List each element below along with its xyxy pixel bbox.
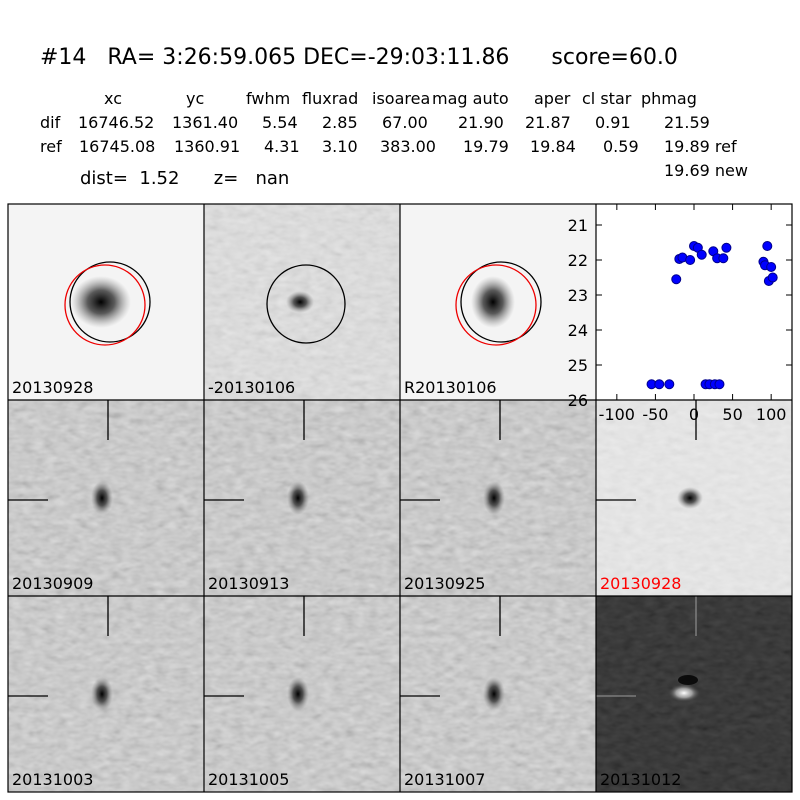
cell: 19.84 [530, 137, 576, 156]
x-tick-label: 50 [722, 405, 742, 424]
cell: 4.31 [264, 137, 300, 156]
point [685, 255, 696, 265]
column-header: xc [104, 89, 122, 108]
new-mag: 19.69 new [664, 161, 748, 180]
stamp-label: 20130928 [12, 378, 93, 397]
stamp-label: 20131007 [404, 770, 485, 789]
column-header: isoarea [372, 89, 430, 108]
column-header: cl star [582, 89, 632, 108]
aperture-ref [64, 264, 146, 346]
column-header: phmag [641, 89, 697, 108]
cell: 0.59 [603, 137, 639, 156]
cell: 16746.52 [78, 113, 154, 132]
point [664, 379, 675, 390]
source [483, 481, 505, 515]
source [286, 291, 314, 313]
point [718, 253, 729, 264]
stamp-label: 20131012 [600, 770, 681, 789]
column-header: aper [534, 89, 571, 108]
plot-bg [596, 204, 792, 400]
aperture-ref [455, 264, 537, 346]
column-header: fluxrad [302, 89, 358, 108]
cell: 19.79 [463, 137, 509, 156]
aperture [460, 261, 542, 343]
stamp-label: 20130925 [404, 574, 485, 593]
source [287, 677, 309, 711]
stats-table: xc yc fwhm fluxrad isoarea mag auto aper cl sta… [40, 89, 737, 156]
source [91, 677, 113, 711]
stamp-label: -20130106 [208, 378, 295, 397]
cell: 21.59 [664, 113, 710, 132]
cell: 0.91 [595, 113, 631, 132]
stamp-label: R20130106 [404, 378, 497, 397]
point [766, 262, 777, 272]
stamp-label: 20130928 [600, 574, 681, 593]
x-tick-label: -100 [599, 405, 635, 424]
cell: 5.54 [262, 113, 298, 132]
y-tick-label: 25 [568, 356, 588, 375]
source [71, 276, 131, 328]
column-header: yc [186, 89, 204, 108]
y-tick-label: 23 [568, 286, 588, 305]
point [714, 379, 725, 390]
stamp-labels: 20130928 -20130106 R20130106 20130909 201309… [12, 378, 681, 789]
cell: 67.00 [382, 113, 428, 132]
cell: 3.10 [322, 137, 358, 156]
aperture [266, 264, 346, 344]
stamp-label: 20131005 [208, 770, 289, 789]
source [668, 684, 700, 702]
column-header: mag auto [432, 89, 509, 108]
y-tick-label: 22 [568, 251, 588, 270]
x-tick-label: 0 [689, 405, 699, 424]
distance: dist= 1.52 z= nan [80, 168, 289, 189]
cell: 2.85 [322, 113, 358, 132]
stamp-label: 20131003 [12, 770, 93, 789]
aperture [69, 261, 151, 343]
source [287, 481, 309, 515]
panel-borders [7, 203, 793, 793]
point [696, 249, 707, 260]
point [762, 241, 773, 251]
cell: 1361.40 [172, 113, 238, 132]
cell: 19.89 ref [664, 137, 737, 156]
stamp-label: 20130913 [208, 574, 289, 593]
cell: 21.90 [458, 113, 504, 132]
stamps [8, 204, 792, 792]
source [91, 481, 113, 515]
cell: 1360.91 [174, 137, 240, 156]
y-tick-label: 24 [568, 321, 588, 340]
point [671, 274, 682, 285]
row-label: dif [40, 113, 61, 132]
column-header: fwhm [246, 89, 290, 108]
x-tick-label: -50 [642, 405, 668, 424]
point [721, 242, 732, 253]
stamp-label: 20130909 [12, 574, 93, 593]
cell: 383.00 [380, 137, 436, 156]
source-neg [678, 675, 698, 685]
point [767, 272, 778, 283]
source [471, 276, 515, 328]
x-tick-label: 100 [756, 405, 787, 424]
row-label: ref [40, 137, 62, 156]
source [677, 487, 703, 509]
stamp-grid [8, 400, 792, 792]
point [654, 379, 665, 390]
cell: 21.87 [525, 113, 571, 132]
cell: 16745.08 [79, 137, 155, 156]
title: #14 RA= 3:26:59.065 DEC=-29:03:11.86 sco… [40, 45, 678, 70]
source [483, 677, 505, 711]
y-tick-label: 21 [568, 216, 588, 235]
